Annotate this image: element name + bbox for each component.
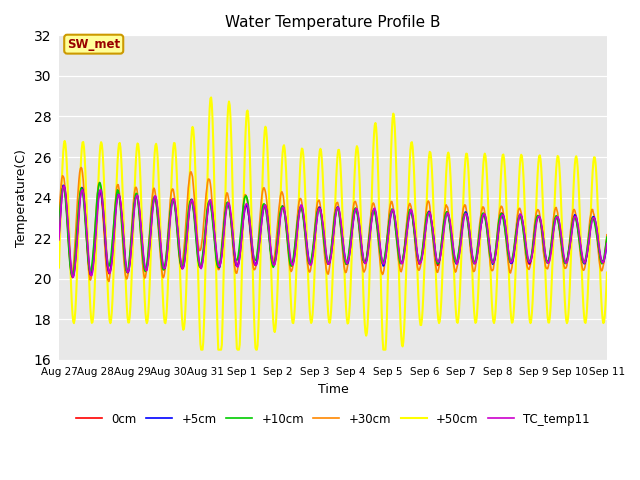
+30cm bbox=[603, 232, 611, 238]
TC_temp11 bbox=[422, 228, 429, 234]
TC_temp11 bbox=[391, 214, 399, 220]
Line: +5cm: +5cm bbox=[59, 185, 607, 277]
Title: Water Temperature Profile B: Water Temperature Profile B bbox=[225, 15, 441, 30]
Line: +10cm: +10cm bbox=[59, 182, 607, 276]
+30cm bbox=[249, 260, 257, 265]
+30cm bbox=[391, 217, 399, 223]
+30cm bbox=[121, 266, 129, 272]
TC_temp11 bbox=[121, 249, 129, 254]
+5cm bbox=[249, 248, 257, 254]
+50cm bbox=[197, 347, 205, 352]
Line: +30cm: +30cm bbox=[59, 168, 607, 281]
0cm bbox=[422, 225, 429, 230]
+5cm bbox=[221, 210, 229, 216]
+30cm bbox=[269, 260, 277, 265]
Line: TC_temp11: TC_temp11 bbox=[59, 186, 607, 277]
+10cm bbox=[269, 264, 277, 270]
+30cm bbox=[422, 215, 429, 221]
+50cm bbox=[207, 95, 215, 100]
+10cm bbox=[55, 224, 63, 229]
+50cm bbox=[55, 264, 63, 270]
Line: +50cm: +50cm bbox=[59, 97, 607, 349]
0cm bbox=[269, 262, 277, 268]
+30cm bbox=[55, 216, 63, 221]
+50cm bbox=[221, 190, 229, 195]
+30cm bbox=[77, 165, 85, 170]
+5cm bbox=[422, 227, 429, 233]
+30cm bbox=[105, 278, 113, 284]
Y-axis label: Temperature(C): Temperature(C) bbox=[15, 149, 28, 247]
Text: SW_met: SW_met bbox=[67, 37, 120, 51]
+10cm bbox=[422, 221, 429, 227]
X-axis label: Time: Time bbox=[317, 383, 348, 396]
+10cm bbox=[249, 246, 257, 252]
0cm bbox=[391, 216, 399, 222]
+5cm bbox=[269, 261, 277, 266]
0cm bbox=[121, 252, 129, 258]
+5cm bbox=[121, 250, 129, 256]
+10cm bbox=[96, 180, 104, 185]
0cm bbox=[249, 251, 257, 256]
TC_temp11 bbox=[60, 183, 68, 189]
Line: 0cm: 0cm bbox=[59, 186, 607, 277]
0cm bbox=[603, 236, 611, 242]
0cm bbox=[221, 211, 229, 217]
+5cm bbox=[60, 182, 67, 188]
+10cm bbox=[121, 257, 129, 263]
+5cm bbox=[68, 274, 76, 280]
+5cm bbox=[55, 233, 63, 239]
TC_temp11 bbox=[55, 237, 63, 243]
+5cm bbox=[391, 214, 399, 219]
TC_temp11 bbox=[269, 262, 277, 267]
+50cm bbox=[391, 124, 399, 130]
0cm bbox=[55, 228, 63, 234]
+50cm bbox=[422, 234, 429, 240]
+50cm bbox=[120, 206, 127, 212]
Legend: 0cm, +5cm, +10cm, +30cm, +50cm, TC_temp11: 0cm, +5cm, +10cm, +30cm, +50cm, TC_temp1… bbox=[71, 408, 595, 431]
+5cm bbox=[603, 240, 611, 245]
+10cm bbox=[68, 273, 76, 279]
+10cm bbox=[391, 219, 399, 225]
TC_temp11 bbox=[249, 245, 257, 251]
+50cm bbox=[603, 270, 611, 276]
0cm bbox=[60, 183, 67, 189]
+30cm bbox=[221, 198, 229, 204]
+50cm bbox=[249, 260, 257, 265]
+10cm bbox=[221, 209, 229, 215]
TC_temp11 bbox=[221, 215, 229, 221]
TC_temp11 bbox=[603, 240, 611, 246]
TC_temp11 bbox=[69, 275, 77, 280]
0cm bbox=[68, 275, 76, 280]
+50cm bbox=[269, 319, 277, 324]
+10cm bbox=[603, 234, 611, 240]
